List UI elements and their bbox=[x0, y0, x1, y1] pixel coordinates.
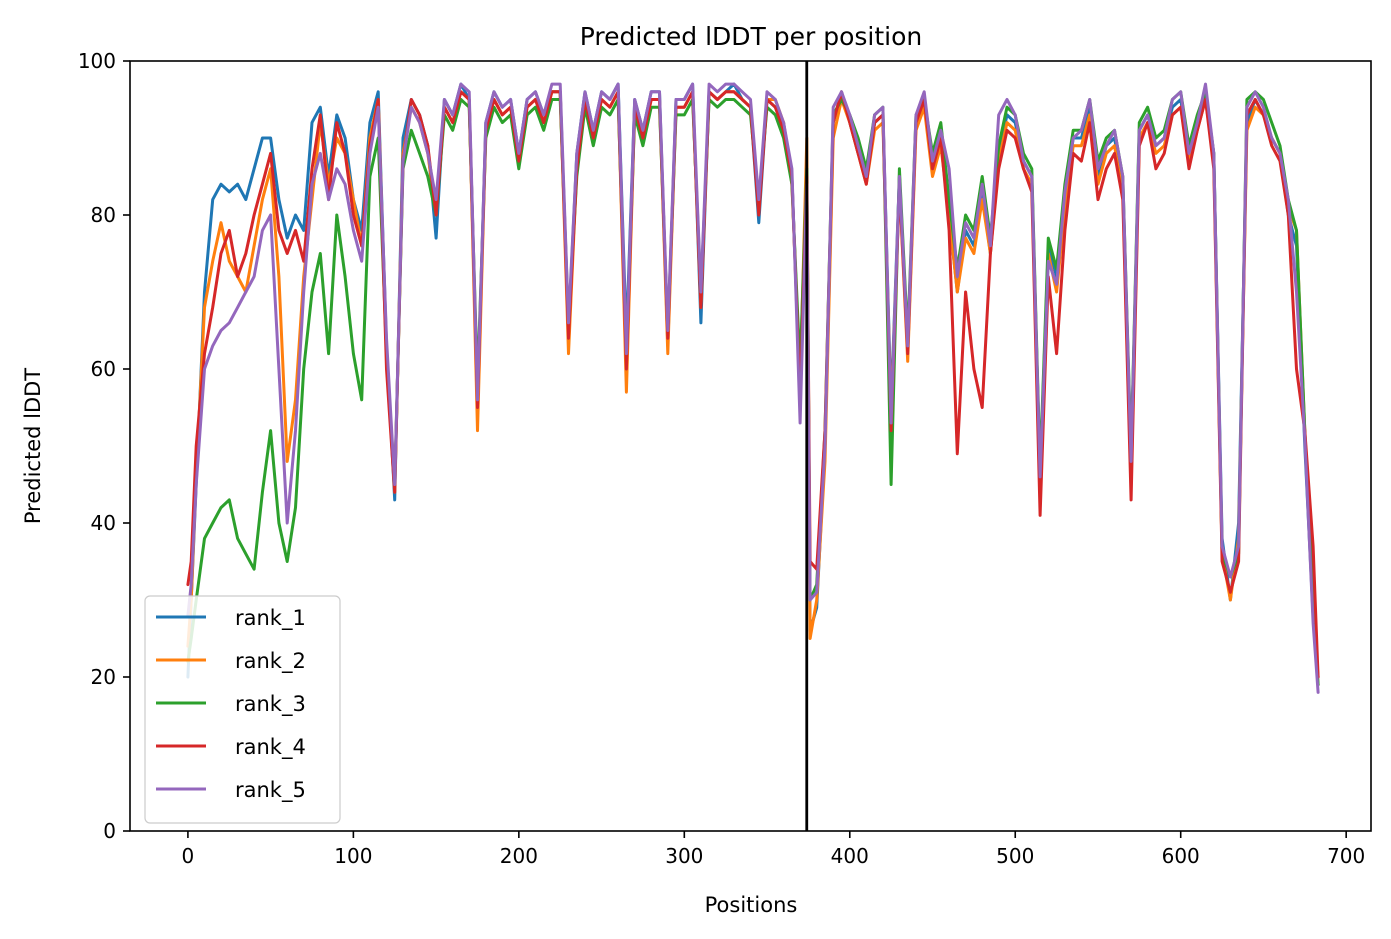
x-tick-label: 700 bbox=[1327, 844, 1365, 868]
y-axis-label: Predicted lDDT bbox=[21, 368, 45, 524]
legend-label: rank_3 bbox=[235, 692, 306, 717]
y-tick-label: 20 bbox=[91, 665, 116, 689]
plot-frame bbox=[129, 60, 1372, 832]
legend-label: rank_1 bbox=[235, 606, 306, 631]
x-axis-label: Positions bbox=[705, 893, 798, 917]
legend-label: rank_4 bbox=[235, 735, 306, 760]
x-tick-label: 100 bbox=[334, 844, 372, 868]
y-axis-ticks: 0 20 40 60 80 100 bbox=[78, 49, 130, 843]
x-tick-label: 200 bbox=[500, 844, 538, 868]
y-tick-label: 0 bbox=[103, 819, 116, 843]
legend-label: rank_5 bbox=[235, 778, 306, 803]
y-tick-label: 40 bbox=[91, 511, 116, 535]
x-tick-label: 500 bbox=[996, 844, 1034, 868]
series-line-rank-5 bbox=[186, 82, 1320, 694]
series-layer bbox=[186, 82, 1320, 694]
legend-label: rank_2 bbox=[235, 649, 306, 674]
y-tick-label: 60 bbox=[91, 357, 116, 381]
x-tick-label: 300 bbox=[665, 844, 703, 868]
chart-title: Predicted lDDT per position bbox=[580, 22, 922, 51]
x-tick-label: 0 bbox=[182, 844, 195, 868]
y-tick-label: 80 bbox=[91, 203, 116, 227]
x-axis-ticks: 0 100 200 300 400 500 600 700 bbox=[182, 831, 1365, 868]
x-tick-label: 400 bbox=[831, 844, 869, 868]
legend: rank_1 rank_2 rank_3 rank_4 rank_5 bbox=[144, 595, 341, 824]
x-tick-label: 600 bbox=[1162, 844, 1200, 868]
legend-box bbox=[144, 595, 341, 824]
y-tick-label: 100 bbox=[78, 49, 116, 73]
